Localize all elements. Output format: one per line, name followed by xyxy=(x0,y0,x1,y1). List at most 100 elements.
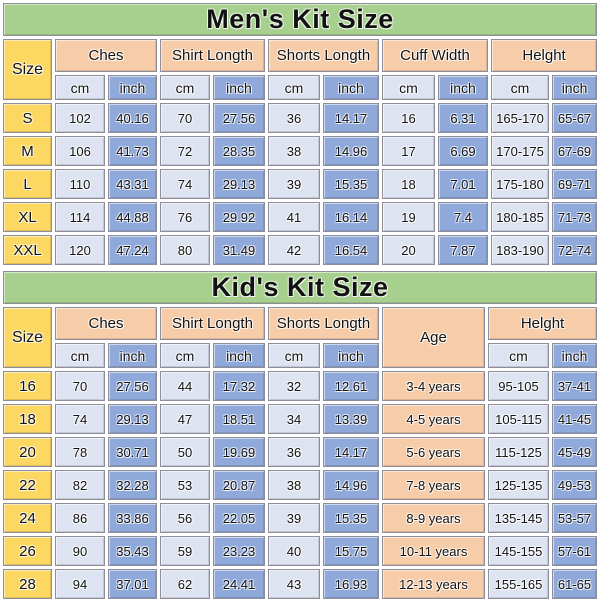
height-cm-cell: 170-175 xyxy=(491,136,549,166)
shorts-inch-cell: 15.35 xyxy=(323,169,379,199)
height-inch-cell: 61-65 xyxy=(552,569,598,599)
age-cell: 12-13 years xyxy=(382,569,485,599)
ches-inch-cell: 35.43 xyxy=(108,536,157,566)
age-cell: 8-9 years xyxy=(382,503,485,533)
height-inch-cell: 67-69 xyxy=(552,136,598,166)
shirt-cm-cell: 62 xyxy=(160,569,210,599)
size-cell: 28 xyxy=(3,569,52,599)
size-cell: 20 xyxy=(3,437,52,467)
ches-inch-cell: 27.56 xyxy=(108,371,157,401)
height-cm-cell: 155-165 xyxy=(488,569,549,599)
size-cell: XL xyxy=(3,202,52,232)
inch-unit-header: inch xyxy=(438,75,488,100)
shorts-cm-cell: 38 xyxy=(268,136,320,166)
table-row: 18 74 29.13 47 18.51 34 13.39 4-5 years 105-115 4… xyxy=(3,404,598,434)
cuff-inch-cell: 6.31 xyxy=(438,103,488,133)
mens-shorts-length-header: Shorts Longth xyxy=(268,39,379,72)
table-row: XXL 120 47.24 80 31.49 42 16.54 20 7.87 183-190 72… xyxy=(3,235,598,265)
ches-inch-cell: 47.24 xyxy=(108,235,157,265)
age-cell: 10-11 years xyxy=(382,536,485,566)
inch-unit-header: inch xyxy=(213,75,265,100)
ches-cm-cell: 82 xyxy=(55,470,105,500)
kids-chest-header: Ches xyxy=(55,307,157,340)
shirt-inch-cell: 18.51 xyxy=(213,404,265,434)
ches-cm-cell: 78 xyxy=(55,437,105,467)
height-cm-cell: 165-170 xyxy=(491,103,549,133)
cuff-inch-cell: 7.4 xyxy=(438,202,488,232)
inch-unit-header: inch xyxy=(552,343,598,368)
ches-cm-cell: 110 xyxy=(55,169,105,199)
shirt-cm-cell: 56 xyxy=(160,503,210,533)
shorts-cm-cell: 38 xyxy=(268,470,320,500)
table-row: 26 90 35.43 59 23.23 40 15.75 10-11 years 145-15… xyxy=(3,536,598,566)
ches-inch-cell: 29.13 xyxy=(108,404,157,434)
ches-inch-cell: 33.86 xyxy=(108,503,157,533)
height-cm-cell: 135-145 xyxy=(488,503,549,533)
age-cell: 5-6 years xyxy=(382,437,485,467)
table-row: 28 94 37.01 62 24.41 43 16.93 12-13 years 155-16… xyxy=(3,569,598,599)
size-cell: 18 xyxy=(3,404,52,434)
inch-unit-header: inch xyxy=(108,75,157,100)
table-row: XL 114 44.88 76 29.92 41 16.14 19 7.4 180-185 71-7… xyxy=(3,202,598,232)
shirt-inch-cell: 31.49 xyxy=(213,235,265,265)
mens-table-title: Men's Kit Size xyxy=(3,3,598,36)
shirt-cm-cell: 76 xyxy=(160,202,210,232)
shorts-inch-cell: 16.93 xyxy=(323,569,379,599)
shirt-inch-cell: 29.13 xyxy=(213,169,265,199)
size-cell: 22 xyxy=(3,470,52,500)
ches-inch-cell: 41.73 xyxy=(108,136,157,166)
shirt-cm-cell: 59 xyxy=(160,536,210,566)
ches-inch-cell: 44.88 xyxy=(108,202,157,232)
shorts-inch-cell: 14.17 xyxy=(323,437,379,467)
shorts-cm-cell: 36 xyxy=(268,103,320,133)
shorts-cm-cell: 40 xyxy=(268,536,320,566)
table-row: 22 82 32.28 53 20.87 38 14.96 7-8 years 125-135 4… xyxy=(3,470,598,500)
height-cm-cell: 105-115 xyxy=(488,404,549,434)
size-cell: L xyxy=(3,169,52,199)
kids-age-header: Age xyxy=(382,307,485,368)
height-inch-cell: 71-73 xyxy=(552,202,598,232)
cm-unit-header: cm xyxy=(160,343,210,368)
mens-height-header: Helght xyxy=(491,39,598,72)
cm-unit-header: cm xyxy=(268,75,320,100)
mens-size-column-header: Size xyxy=(3,39,52,100)
height-inch-cell: 65-67 xyxy=(552,103,598,133)
shorts-cm-cell: 34 xyxy=(268,404,320,434)
kids-height-header: Helght xyxy=(488,307,598,340)
shirt-cm-cell: 47 xyxy=(160,404,210,434)
table-row: L 110 43.31 74 29.13 39 15.35 18 7.01 175-180 69-7… xyxy=(3,169,598,199)
ches-cm-cell: 106 xyxy=(55,136,105,166)
height-inch-cell: 69-71 xyxy=(552,169,598,199)
shorts-inch-cell: 16.14 xyxy=(323,202,379,232)
cuff-inch-cell: 7.87 xyxy=(438,235,488,265)
height-inch-cell: 37-41 xyxy=(552,371,598,401)
ches-inch-cell: 32.28 xyxy=(108,470,157,500)
size-cell: 16 xyxy=(3,371,52,401)
shirt-inch-cell: 22.05 xyxy=(213,503,265,533)
shorts-cm-cell: 43 xyxy=(268,569,320,599)
shorts-cm-cell: 32 xyxy=(268,371,320,401)
cuff-cm-cell: 17 xyxy=(382,136,435,166)
cm-unit-header: cm xyxy=(55,343,105,368)
mens-chest-header: Ches xyxy=(55,39,157,72)
shorts-inch-cell: 14.96 xyxy=(323,136,379,166)
kids-shorts-length-header: Shorts Longth xyxy=(268,307,379,340)
ches-inch-cell: 40.16 xyxy=(108,103,157,133)
kids-group-header-row: Size Ches Shirt Longth Shorts Longth Age… xyxy=(3,307,598,368)
height-cm-cell: 180-185 xyxy=(491,202,549,232)
cuff-cm-cell: 18 xyxy=(382,169,435,199)
mens-cuff-width-header: Cuff Width xyxy=(382,39,488,72)
shorts-inch-cell: 12.61 xyxy=(323,371,379,401)
shorts-inch-cell: 15.75 xyxy=(323,536,379,566)
age-cell: 3-4 years xyxy=(382,371,485,401)
shirt-inch-cell: 19.69 xyxy=(213,437,265,467)
shirt-cm-cell: 80 xyxy=(160,235,210,265)
shirt-cm-cell: 74 xyxy=(160,169,210,199)
ches-cm-cell: 120 xyxy=(55,235,105,265)
height-inch-cell: 57-61 xyxy=(552,536,598,566)
shirt-inch-cell: 27.56 xyxy=(213,103,265,133)
cm-unit-header: cm xyxy=(160,75,210,100)
height-cm-cell: 145-155 xyxy=(488,536,549,566)
